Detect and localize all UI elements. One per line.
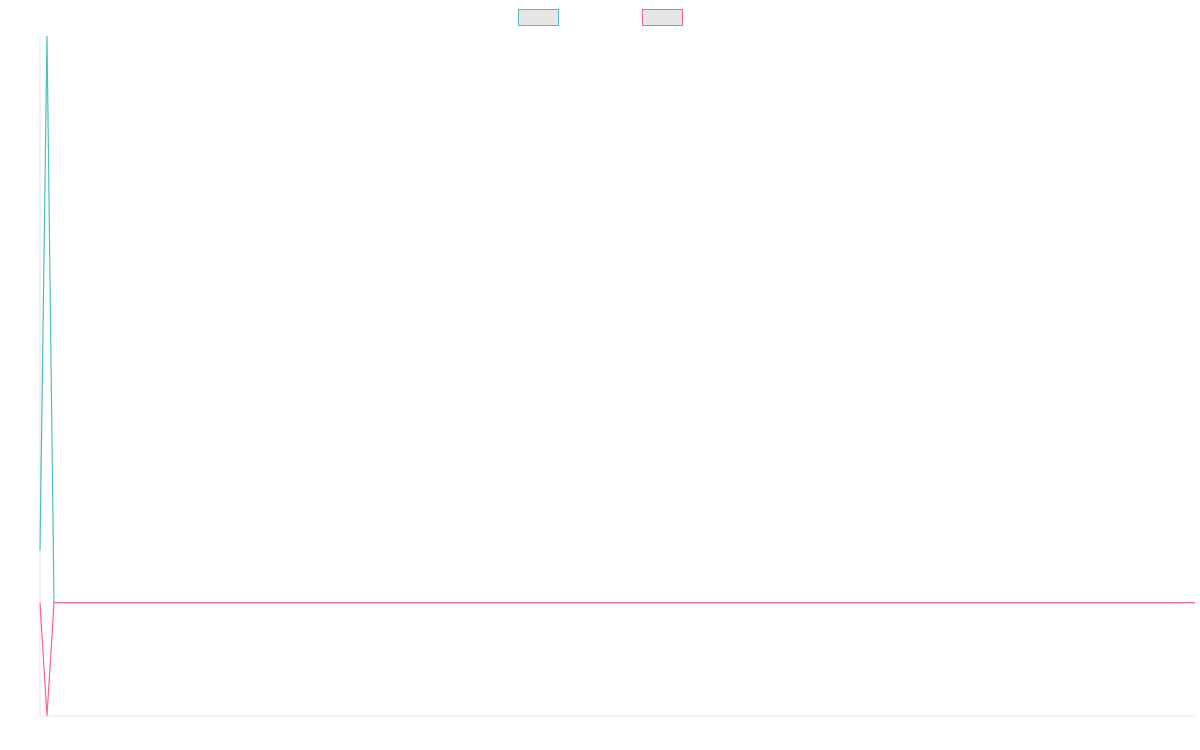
series-line-1 xyxy=(39,35,1195,604)
legend-swatch-1[interactable] xyxy=(518,9,559,26)
axes xyxy=(39,36,1195,717)
series-line-2 xyxy=(39,602,1195,717)
legend xyxy=(518,9,683,26)
legend-swatch-2[interactable] xyxy=(642,9,683,26)
series-layer xyxy=(39,35,1195,717)
